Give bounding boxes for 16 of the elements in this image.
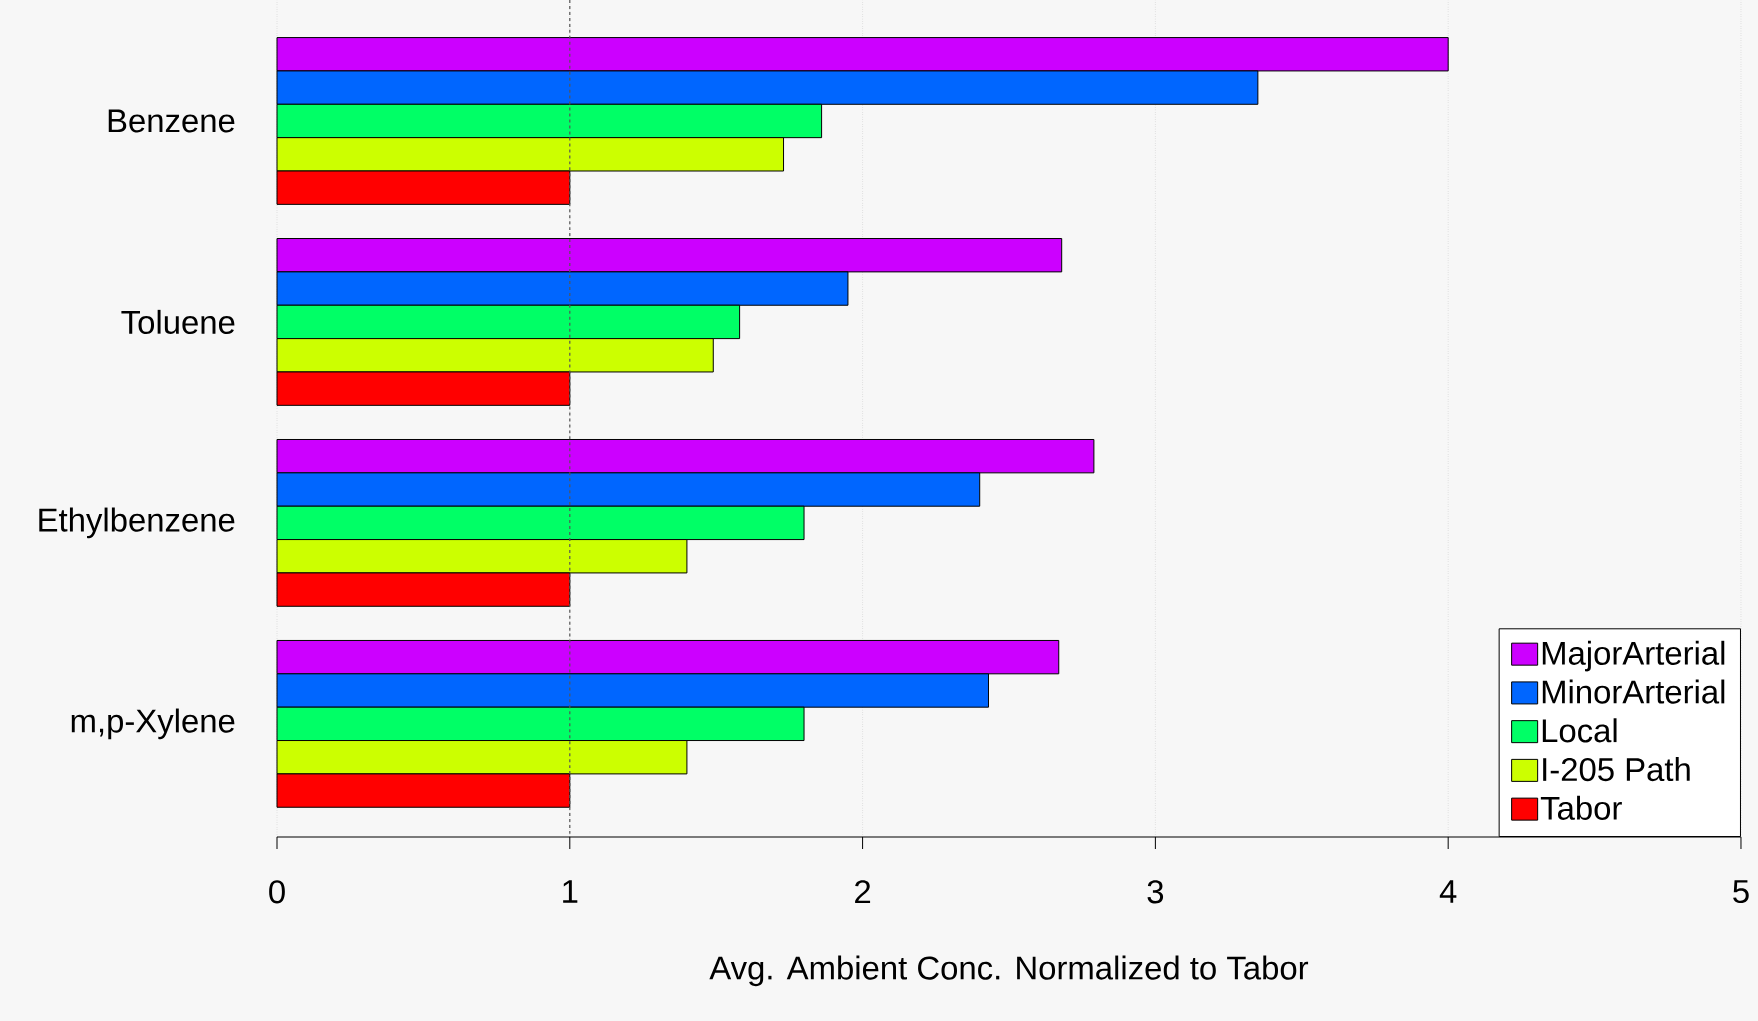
legend-label: MinorArterial xyxy=(1542,679,1725,704)
legend-label: MajorArterial xyxy=(1542,640,1725,672)
x-tick-label: 5 xyxy=(1733,880,1749,904)
legend-label: Tabor xyxy=(1540,795,1622,820)
x-axis-title: Avg. Ambient Conc. Normalized to Tabor xyxy=(709,955,1309,987)
y-tick-label: Toluene xyxy=(121,309,235,335)
legend-label: I-205 Path xyxy=(1543,757,1690,782)
x-tick-label: 4 xyxy=(1439,880,1457,903)
y-tick-label: m,p-Xylene xyxy=(71,708,235,740)
y-tick-label: Benzene xyxy=(108,109,235,133)
x-tick-label: 2 xyxy=(855,880,871,904)
legend-label: Local xyxy=(1542,718,1617,743)
x-tick-label: 0 xyxy=(269,880,285,904)
x-tick-label: 1 xyxy=(563,880,578,903)
y-tick-label: Ethylbenzene xyxy=(39,507,235,539)
x-tick-label: 3 xyxy=(1147,880,1164,904)
